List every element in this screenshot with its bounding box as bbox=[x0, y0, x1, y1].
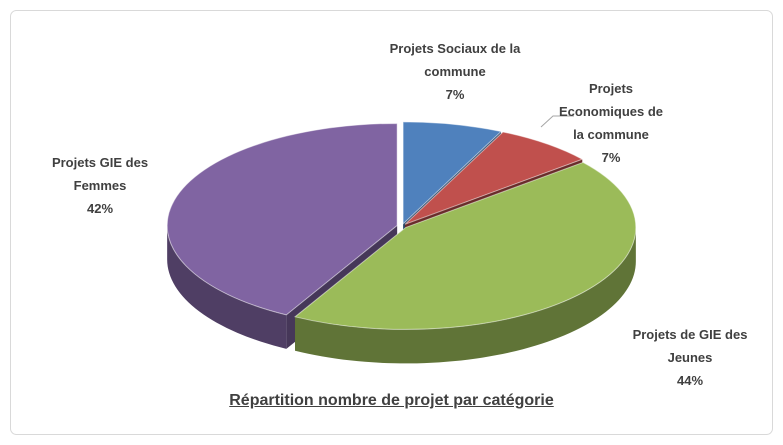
slice-side bbox=[167, 225, 287, 349]
category-label: Projets Sociaux de la commune bbox=[389, 41, 521, 79]
percent-label: 42% bbox=[86, 201, 114, 216]
percent-label: 7% bbox=[445, 87, 465, 102]
data-label: Projets Sociaux de la commune 7% bbox=[385, 37, 525, 106]
leader-line bbox=[540, 115, 574, 128]
category-label: Projets de GIE des Jeunes bbox=[632, 327, 748, 365]
category-label: Projets Economiques de la commune bbox=[558, 81, 664, 142]
pie-slice bbox=[404, 131, 584, 225]
data-label: Projets GIE des Femmes 42% bbox=[30, 151, 170, 220]
percent-label: 7% bbox=[601, 150, 621, 165]
percent-label: 44% bbox=[676, 373, 704, 388]
chart-title: Répartition nombre de projet par catégor… bbox=[229, 392, 554, 409]
pie-slice bbox=[166, 122, 398, 316]
data-label: Projets de GIE des Jeunes 44% bbox=[610, 323, 770, 392]
category-label: Projets GIE des Femmes bbox=[51, 155, 149, 193]
pie-slice bbox=[293, 161, 637, 330]
pie-slice bbox=[402, 121, 503, 225]
data-label: Projets Economiques de la commune 7% bbox=[552, 77, 670, 169]
